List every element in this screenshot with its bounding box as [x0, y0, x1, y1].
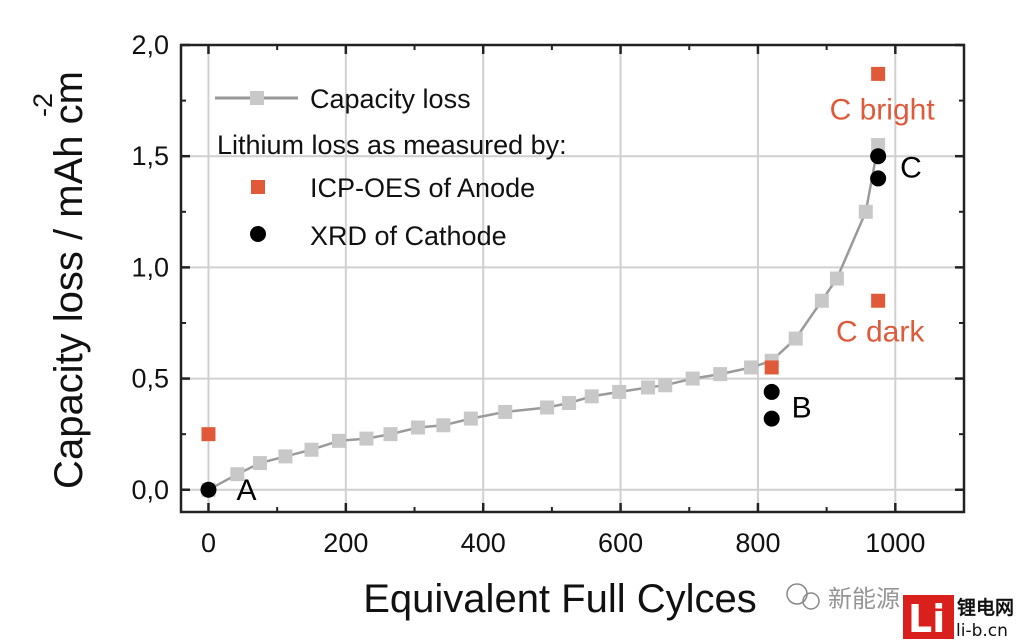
capacity-loss-point	[278, 449, 293, 464]
capacity-loss-point	[331, 433, 346, 448]
watermark-logo-letters: Li	[908, 597, 945, 641]
wechat-icon	[786, 583, 820, 610]
icp-oes-point	[871, 66, 886, 81]
capacity-loss-point	[814, 293, 829, 308]
x-tick-label: 0	[201, 528, 216, 558]
capacity-loss-point	[383, 427, 398, 442]
capacity-loss-point	[498, 404, 513, 419]
legend-label-capacity-loss: Capacity loss	[310, 84, 471, 114]
watermark: 新能源 Li 锂电网 li-b.cn	[786, 583, 1014, 641]
capacity-loss-point	[713, 367, 728, 382]
watermark-logo-cn: 锂电网	[957, 596, 1014, 619]
legend: Capacity loss Lithium loss as measured b…	[215, 84, 567, 251]
watermark-logo-block	[903, 595, 954, 639]
annotation-label: B	[792, 391, 812, 424]
capacity-loss-point	[540, 400, 555, 415]
capacity-loss-point	[612, 384, 627, 399]
capacity-loss-point	[463, 411, 478, 426]
watermark-wechat-text: 新能源	[828, 585, 900, 613]
capacity-loss-point	[788, 331, 803, 346]
point-annotations: A B C C bright C dark	[236, 93, 935, 506]
y-axis-title: Capacity loss / mAh cm	[47, 71, 91, 489]
legend-marker-icp-oes	[251, 180, 265, 194]
icp-oes-point	[201, 427, 216, 442]
x-tick-label: 1000	[865, 528, 925, 558]
capacity-loss-point	[829, 271, 844, 286]
y-tick-label: 0,0	[131, 475, 169, 505]
annotation-label: C	[900, 151, 922, 184]
legend-label-xrd: XRD of Cathode	[310, 221, 507, 251]
icp-oes-point	[764, 360, 779, 375]
capacity-loss-point	[858, 204, 873, 219]
capacity-loss-point	[359, 431, 374, 446]
legend-heading: Lithium loss as measured by:	[217, 130, 567, 160]
y-tick-label: 1,5	[131, 141, 169, 171]
y-tick-label: 0,5	[131, 364, 169, 394]
annotation-label: C dark	[836, 316, 925, 349]
capacity-loss-point	[230, 467, 245, 482]
capacity-loss-line	[207, 144, 880, 491]
axis-ticks: 0 200 400 600 800 1000 0,0 0,5 1,0 1,5 2,0	[131, 30, 964, 558]
y-axis-title-text: Capacity loss / mAh cm	[47, 71, 91, 489]
capacity-loss-point	[641, 380, 656, 395]
annotation-label: A	[236, 474, 256, 507]
x-tick-label: 600	[598, 528, 643, 558]
x-tick-label: 400	[461, 528, 506, 558]
icp-oes-point	[871, 293, 886, 308]
x-tick-label: 200	[323, 528, 368, 558]
legend-marker-capacity-loss	[250, 91, 264, 105]
legend-marker-xrd	[250, 226, 266, 242]
capacity-loss-point	[871, 138, 886, 153]
y-tick-label: 1,0	[131, 252, 169, 282]
capacity-loss-point	[658, 378, 673, 393]
capacity-loss-point	[584, 389, 599, 404]
plot-area-frame	[179, 43, 966, 514]
x-axis-title: Equivalent Full Cylces	[363, 577, 757, 621]
y-axis-title-superscript: -2	[28, 93, 58, 117]
capacity-loss-point	[436, 418, 451, 433]
capacity-loss-point	[252, 456, 267, 471]
capacity-loss-point	[410, 420, 425, 435]
legend-label-icp-oes: ICP-OES of Anode	[310, 173, 535, 203]
y-tick-label: 2,0	[131, 30, 169, 60]
xrd-point	[870, 148, 887, 165]
xrd-point	[763, 410, 780, 427]
watermark-logo-domain: li-b.cn	[956, 621, 1008, 641]
capacity-loss-point	[685, 371, 700, 386]
xrd-point	[870, 170, 887, 187]
capacity-loss-point	[744, 360, 759, 375]
capacity-loss-point	[562, 396, 577, 411]
annotation-label: C bright	[830, 93, 936, 126]
x-tick-label: 800	[735, 528, 780, 558]
xrd-point	[200, 481, 217, 498]
capacity-loss-point	[304, 442, 319, 457]
data-series	[200, 66, 887, 498]
xrd-point	[763, 383, 780, 400]
